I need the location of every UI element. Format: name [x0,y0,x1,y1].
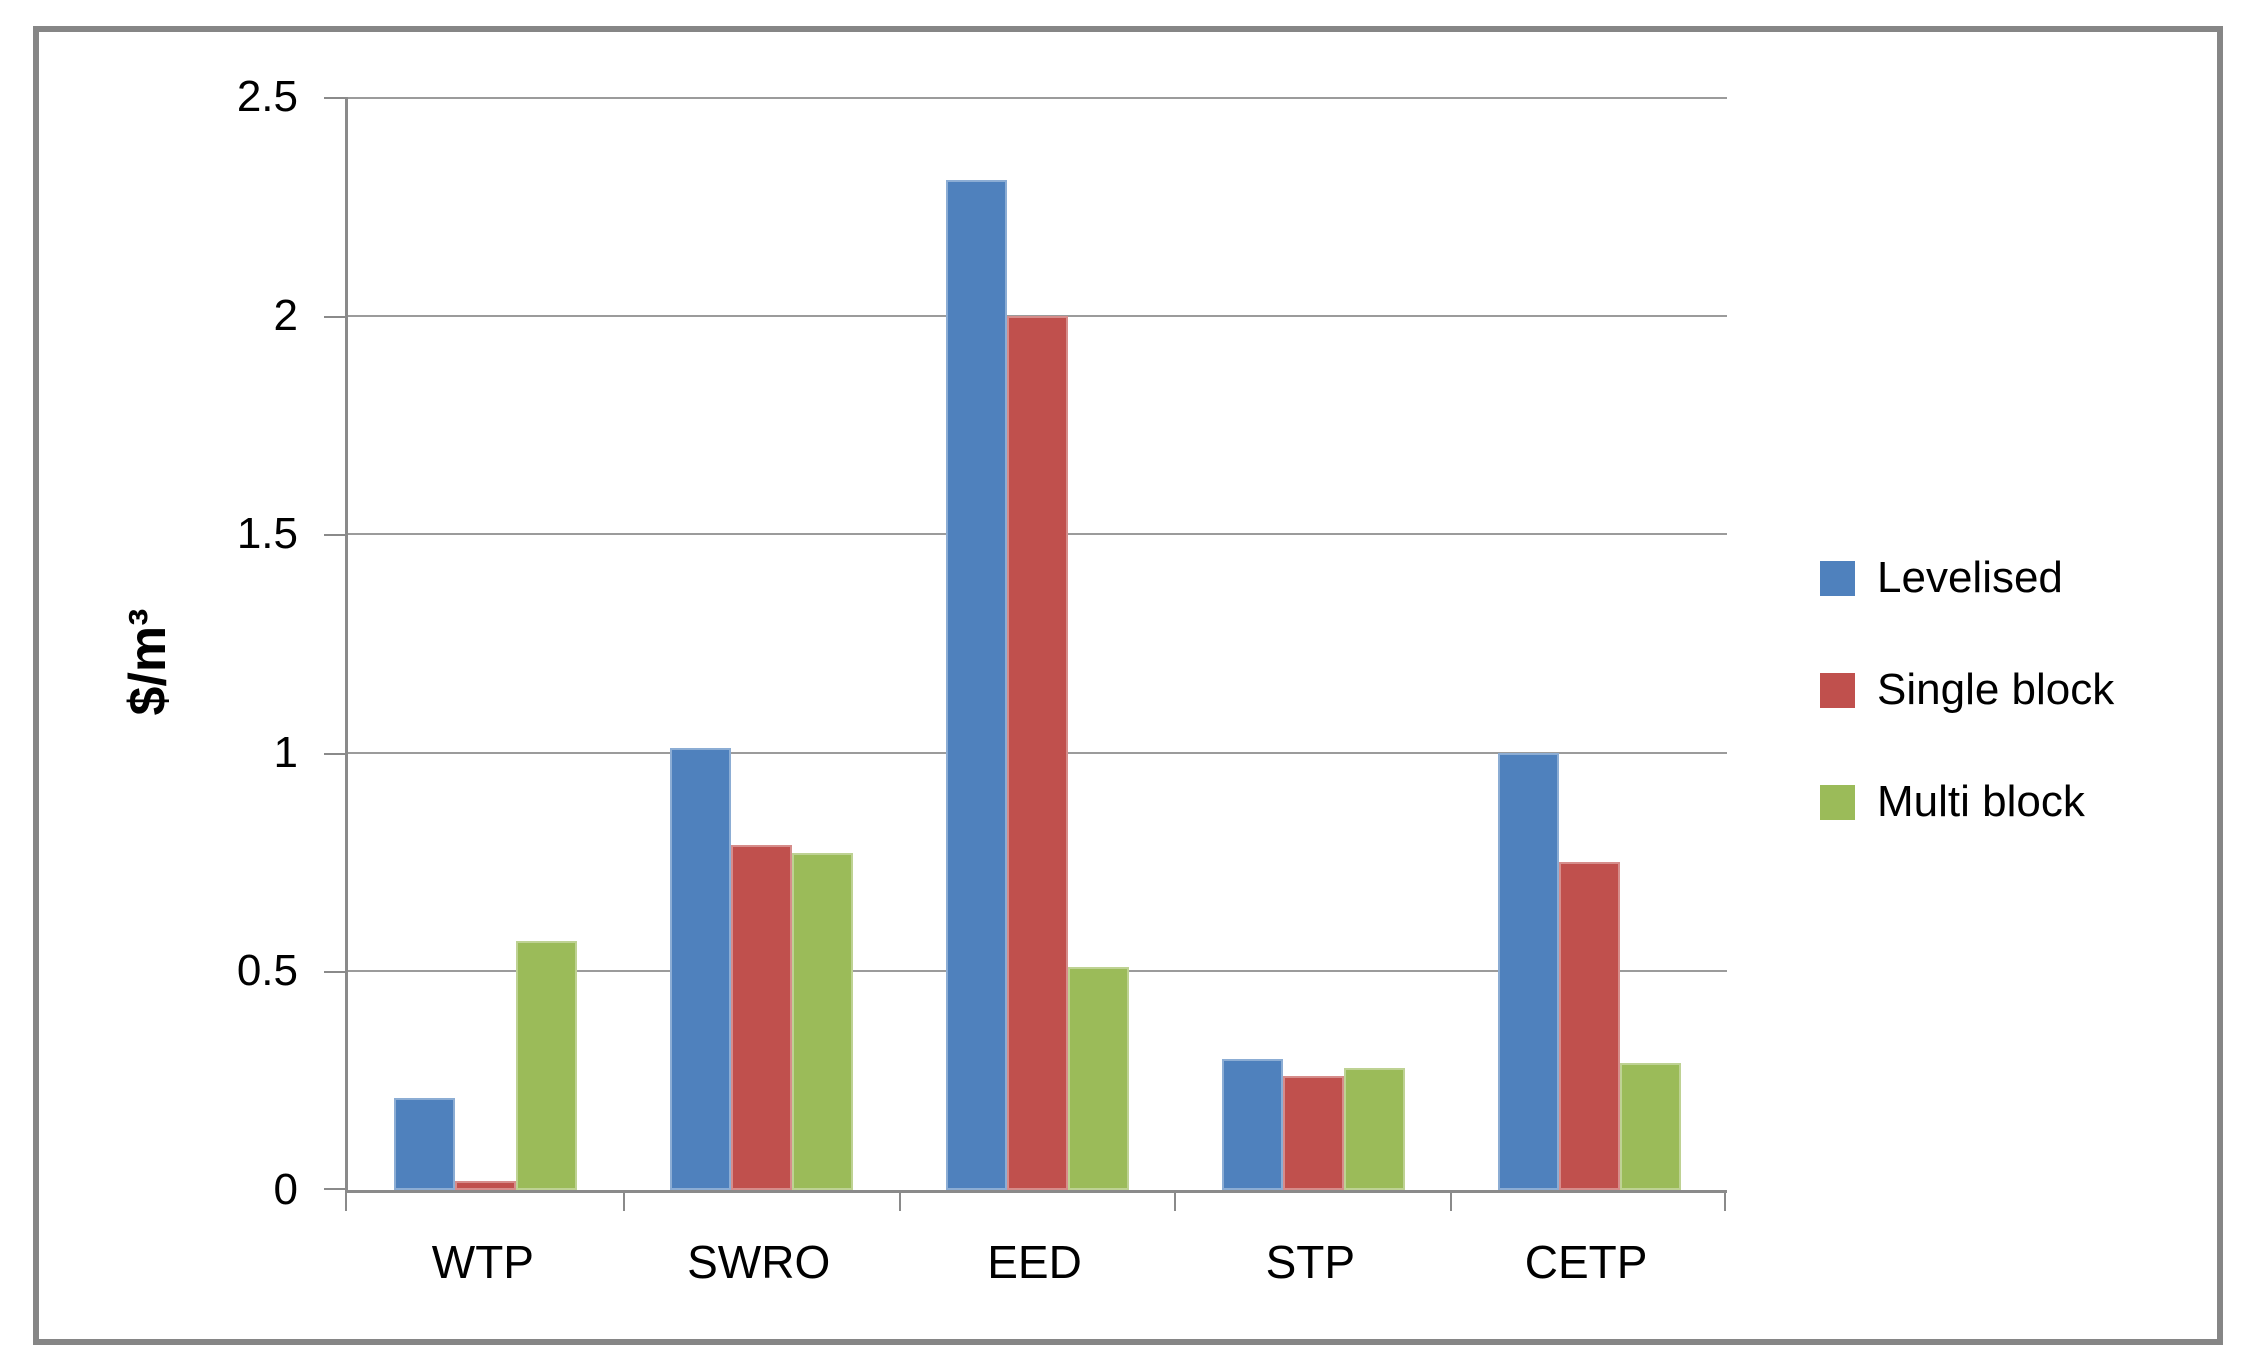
chart-frame [33,26,2223,1345]
x-axis-label-wtp: WTP [431,1236,534,1288]
y-tick-label-1.5: 1.5 [236,509,298,559]
bar-eed-multi-block [1067,967,1129,1190]
y-axis-tick [324,1188,345,1190]
plot-area [324,97,1727,1211]
y-axis-tick [324,97,345,99]
x-axis-tick [622,1190,625,1211]
category-group-stp [1175,97,1451,1190]
bar-cetp-multi-block [1619,1063,1681,1190]
legend-label-multi-block: Multi block [1877,777,2085,826]
gridline [348,314,1727,317]
x-axis-tick [898,1190,901,1211]
x-axis-label-swro: SWRO [687,1236,831,1288]
legend-entry-single-block: Single block [1820,664,2114,716]
bar-swro-single-block [731,844,793,1190]
bar-wtp-levelised [394,1098,456,1190]
legend-label-levelised: Levelised [1877,553,2063,602]
y-tick-label-0.5: 0.5 [236,946,298,996]
x-axis-label-cetp: CETP [1524,1236,1648,1288]
bar-wtp-single-block [455,1181,517,1190]
legend-swatch-levelised [1820,560,1855,596]
category-group-cetp [1451,97,1727,1190]
y-axis-title: $/m³ [119,608,177,716]
category-group-eed [900,97,1176,1190]
x-axis-label-eed: EED [987,1236,1082,1288]
category-group-swro [624,97,900,1190]
x-axis-label-stp: STP [1265,1236,1356,1288]
legend-swatch-single-block [1820,672,1855,708]
legend-entry-levelised: Levelised [1820,552,2063,604]
category-group-wtp [348,97,624,1190]
bar-eed-levelised [945,180,1007,1190]
legend-swatch-multi-block [1820,784,1855,820]
bar-stp-levelised [1221,1058,1283,1190]
x-axis-tick [1724,1190,1726,1211]
y-tick-label-0: 0 [273,1165,298,1214]
bar-stp-multi-block [1343,1067,1405,1190]
bar-eed-single-block [1006,315,1068,1190]
y-axis-tick [324,971,345,974]
bar-swro-multi-block [792,853,854,1190]
legend-entry-multi-block: Multi block [1820,776,2085,828]
y-tick-label-1: 1 [273,727,298,777]
y-axis-tick [324,315,345,318]
bar-stp-single-block [1282,1076,1344,1190]
bar-cetp-single-block [1558,862,1620,1190]
x-axis-tick [1174,1190,1177,1211]
y-axis-tick [324,752,345,755]
x-axis-tick [345,1190,347,1211]
y-tick-label-2: 2 [273,290,298,340]
bar-cetp-levelised [1497,752,1559,1190]
legend-label-single-block: Single block [1877,665,2115,714]
bar-wtp-multi-block [516,940,578,1190]
y-axis-tick [324,534,345,537]
gridline [348,97,1727,99]
bar-swro-levelised [670,748,732,1190]
x-axis-tick [1450,1190,1453,1211]
y-tick-label-2.5: 2.5 [236,72,298,121]
